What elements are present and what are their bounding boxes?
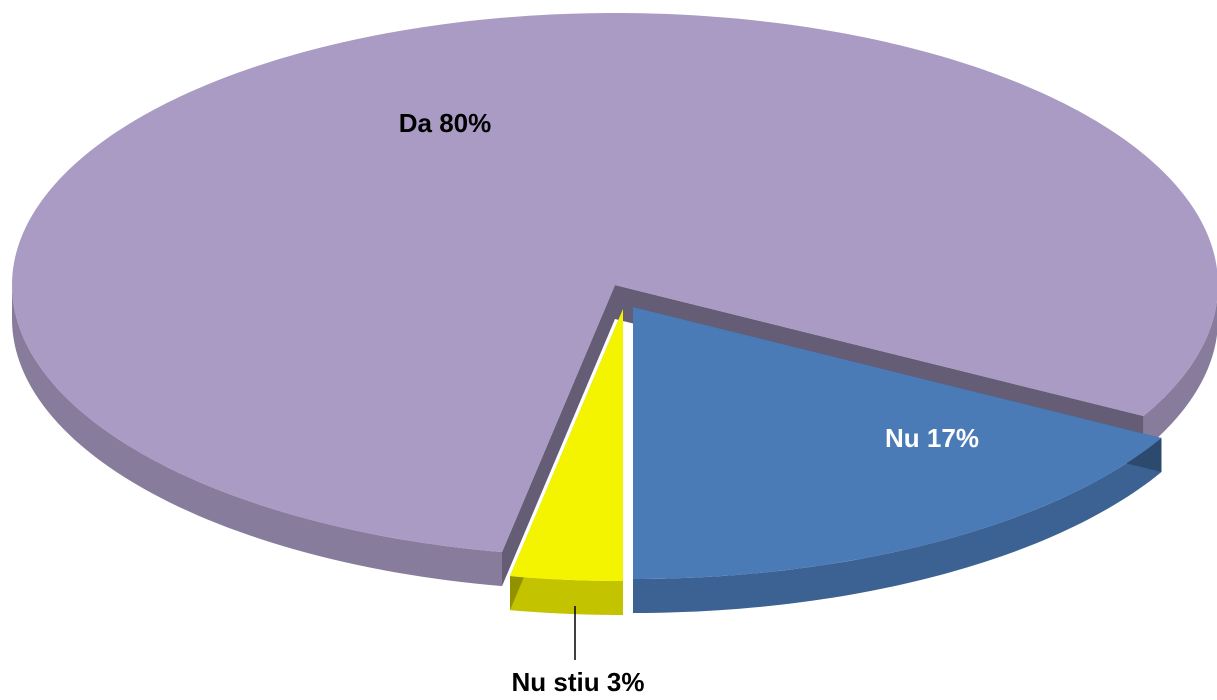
slice-side	[12, 285, 503, 587]
data-label: Nu stiu 3%	[512, 667, 645, 697]
slice-side	[1143, 300, 1217, 451]
slice-side	[510, 576, 623, 615]
slice-top	[12, 13, 1217, 553]
slice-top	[633, 307, 1162, 579]
slice-side	[633, 438, 1162, 613]
slice-wall	[502, 285, 615, 587]
slice-top	[510, 309, 623, 581]
data-label: Nu 17%	[885, 423, 979, 453]
data-label: Da 80%	[399, 108, 492, 138]
pie-slice	[510, 309, 623, 615]
pie-slice	[633, 307, 1162, 613]
